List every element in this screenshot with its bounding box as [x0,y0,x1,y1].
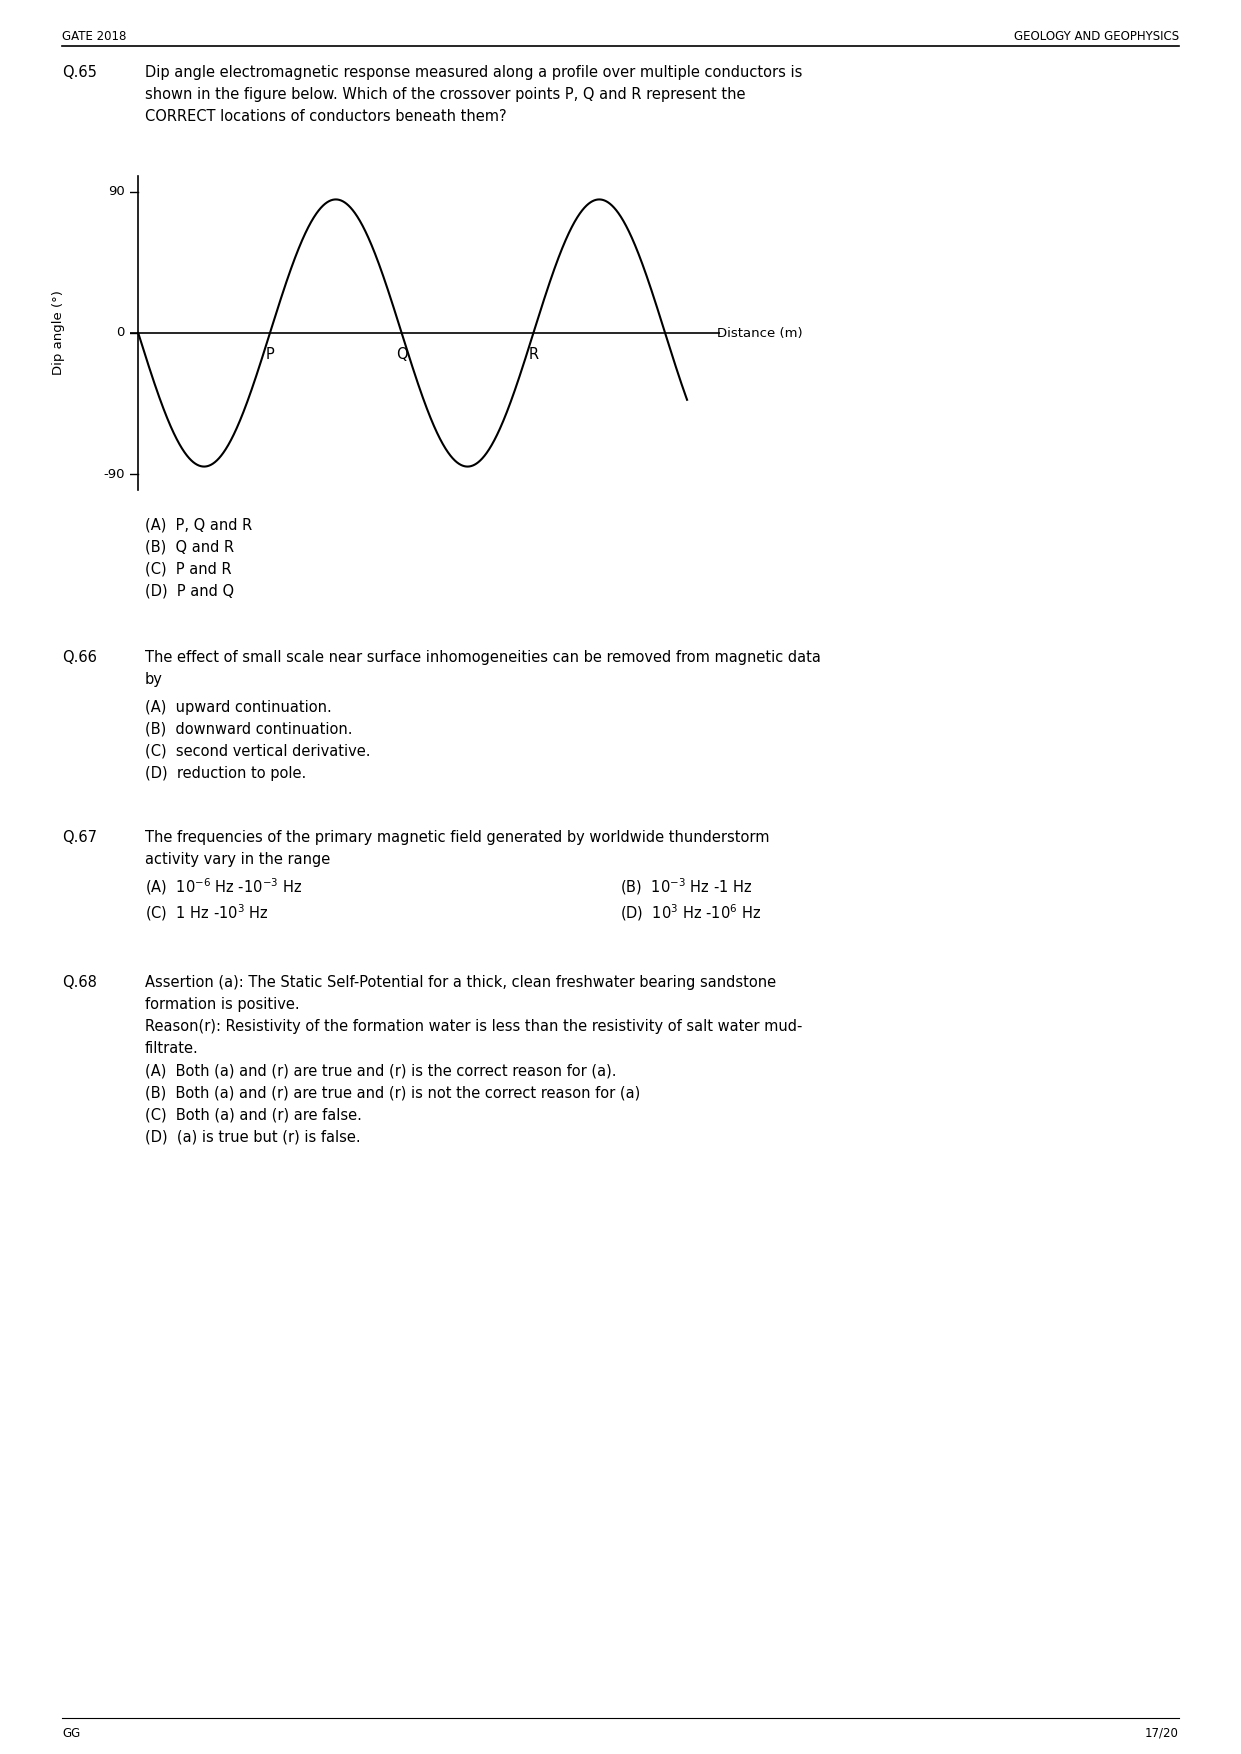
Text: Q.65: Q.65 [62,65,97,81]
Text: (C)  1 Hz -10$^{3}$ Hz: (C) 1 Hz -10$^{3}$ Hz [145,902,269,923]
Text: The frequencies of the primary magnetic field generated by worldwide thunderstor: The frequencies of the primary magnetic … [145,830,769,845]
Text: Q.68: Q.68 [62,975,97,989]
Text: (B)  downward continuation.: (B) downward continuation. [145,723,352,737]
Text: (A)  upward continuation.: (A) upward continuation. [145,700,331,716]
Text: (D)  reduction to pole.: (D) reduction to pole. [145,766,307,781]
Text: Q.67: Q.67 [62,830,97,845]
Text: (C)  P and R: (C) P and R [145,561,232,577]
Text: GG: GG [62,1728,81,1740]
Text: (B)  Q and R: (B) Q and R [145,540,235,554]
Text: by: by [145,672,163,688]
Text: GATE 2018: GATE 2018 [62,30,127,44]
Text: (A)  P, Q and R: (A) P, Q and R [145,517,252,533]
Text: (C)  second vertical derivative.: (C) second vertical derivative. [145,744,371,759]
Text: (D)  (a) is true but (r) is false.: (D) (a) is true but (r) is false. [145,1130,361,1144]
Text: Q: Q [396,347,407,361]
Text: (D)  P and Q: (D) P and Q [145,584,235,600]
Text: Dip angle electromagnetic response measured along a profile over multiple conduc: Dip angle electromagnetic response measu… [145,65,803,81]
Text: -90: -90 [103,468,124,481]
Text: formation is positive.: formation is positive. [145,996,299,1012]
Text: (B)  10$^{-3}$ Hz -1 Hz: (B) 10$^{-3}$ Hz -1 Hz [620,875,752,896]
Text: Dip angle (°): Dip angle (°) [52,291,65,375]
Text: 90: 90 [108,186,124,198]
Text: 0: 0 [117,326,124,340]
Text: R: R [529,347,539,361]
Text: filtrate.: filtrate. [145,1042,199,1056]
Text: shown in the figure below. Which of the crossover points P, Q and R represent th: shown in the figure below. Which of the … [145,88,746,102]
Text: (A)  Both (a) and (r) are true and (r) is the correct reason for (a).: (A) Both (a) and (r) are true and (r) is… [145,1063,617,1079]
Text: (C)  Both (a) and (r) are false.: (C) Both (a) and (r) are false. [145,1107,362,1123]
Text: activity vary in the range: activity vary in the range [145,852,330,866]
Text: (A)  10$^{-6}$ Hz -10$^{-3}$ Hz: (A) 10$^{-6}$ Hz -10$^{-3}$ Hz [145,875,303,896]
Text: Reason(r): Resistivity of the formation water is less than the resistivity of sa: Reason(r): Resistivity of the formation … [145,1019,803,1035]
Text: Assertion (a): The Static Self-Potential for a thick, clean freshwater bearing s: Assertion (a): The Static Self-Potential… [145,975,776,989]
Text: (D)  10$^{3}$ Hz -10$^{6}$ Hz: (D) 10$^{3}$ Hz -10$^{6}$ Hz [620,902,761,923]
Text: The effect of small scale near surface inhomogeneities can be removed from magne: The effect of small scale near surface i… [145,651,820,665]
Text: CORRECT locations of conductors beneath them?: CORRECT locations of conductors beneath … [145,109,506,125]
Text: P: P [266,347,274,361]
Text: Distance (m): Distance (m) [717,326,803,340]
Text: (B)  Both (a) and (r) are true and (r) is not the correct reason for (a): (B) Both (a) and (r) are true and (r) is… [145,1086,640,1100]
Text: Q.66: Q.66 [62,651,97,665]
Text: 17/20: 17/20 [1145,1728,1179,1740]
Text: GEOLOGY AND GEOPHYSICS: GEOLOGY AND GEOPHYSICS [1014,30,1179,44]
